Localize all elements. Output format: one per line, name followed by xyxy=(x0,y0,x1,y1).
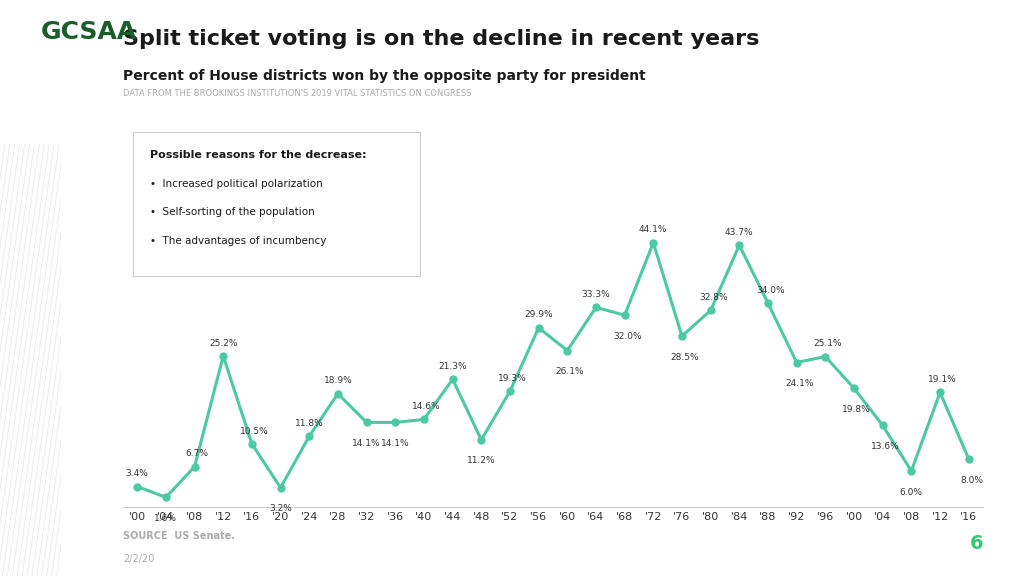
Text: 6.0%: 6.0% xyxy=(900,488,923,497)
Text: Possible reasons for the decrease:: Possible reasons for the decrease: xyxy=(151,150,367,160)
Text: 13.6%: 13.6% xyxy=(871,442,900,451)
Text: 1.6%: 1.6% xyxy=(155,514,177,523)
Text: 14.6%: 14.6% xyxy=(413,402,441,411)
Text: 10.5%: 10.5% xyxy=(241,427,269,435)
Text: 3.2%: 3.2% xyxy=(269,505,292,513)
Text: 11.2%: 11.2% xyxy=(467,456,496,465)
Text: 19.1%: 19.1% xyxy=(929,375,957,384)
Text: Percent of House districts won by the opposite party for president: Percent of House districts won by the op… xyxy=(123,69,645,83)
Text: 32.8%: 32.8% xyxy=(699,293,728,302)
Text: 25.2%: 25.2% xyxy=(209,339,238,347)
Text: 18.9%: 18.9% xyxy=(324,376,352,385)
Text: 25.1%: 25.1% xyxy=(814,339,843,348)
Text: 19.8%: 19.8% xyxy=(843,405,871,414)
Text: 24.1%: 24.1% xyxy=(785,379,814,388)
Text: 14.1%: 14.1% xyxy=(381,439,410,448)
Text: 44.1%: 44.1% xyxy=(639,225,668,234)
Text: 8.0%: 8.0% xyxy=(959,476,983,484)
Text: 29.9%: 29.9% xyxy=(524,310,553,320)
Text: 34.0%: 34.0% xyxy=(757,286,785,295)
Text: 11.8%: 11.8% xyxy=(295,419,324,428)
Text: 28.5%: 28.5% xyxy=(671,353,699,362)
Text: •  Increased political polarization: • Increased political polarization xyxy=(151,179,324,188)
Text: 43.7%: 43.7% xyxy=(725,228,754,237)
Text: •  The advantages of incumbency: • The advantages of incumbency xyxy=(151,236,327,246)
Text: GCSAA: GCSAA xyxy=(41,20,137,44)
Text: SOURCE  US Senate.: SOURCE US Senate. xyxy=(123,532,234,541)
Text: 26.1%: 26.1% xyxy=(556,367,585,376)
Text: Split ticket voting is on the decline in recent years: Split ticket voting is on the decline in… xyxy=(123,29,759,49)
Text: 32.0%: 32.0% xyxy=(613,332,642,341)
Text: 6: 6 xyxy=(970,534,983,553)
Text: 14.1%: 14.1% xyxy=(352,439,381,448)
Text: 33.3%: 33.3% xyxy=(582,290,610,299)
Text: •  Self-sorting of the population: • Self-sorting of the population xyxy=(151,207,315,217)
Text: 21.3%: 21.3% xyxy=(438,362,467,371)
Text: 3.4%: 3.4% xyxy=(126,469,148,478)
Text: 6.7%: 6.7% xyxy=(185,449,209,458)
Text: DATA FROM THE BROOKINGS INSTITUTION'S 2019 VITAL STATISTICS ON CONGRESS: DATA FROM THE BROOKINGS INSTITUTION'S 20… xyxy=(123,89,471,98)
Text: 19.3%: 19.3% xyxy=(499,374,527,383)
Text: 2/2/20: 2/2/20 xyxy=(123,555,155,564)
